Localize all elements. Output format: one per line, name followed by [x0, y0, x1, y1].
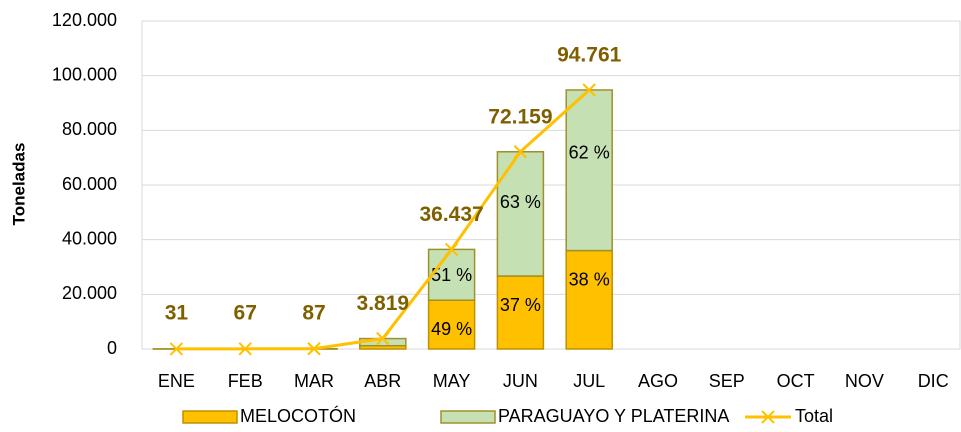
- line-marker: [444, 242, 459, 257]
- line-marker: [307, 342, 321, 356]
- x-tick-label: NOV: [845, 371, 884, 391]
- x-tick-label: DIC: [918, 371, 949, 391]
- y-tick-label: 80.000: [62, 119, 117, 139]
- line-marker: [376, 331, 390, 346]
- x-tick-label: SEP: [709, 371, 745, 391]
- bar-segment: [496, 151, 545, 277]
- y-tick-label: 0: [107, 338, 117, 358]
- line-marker: [169, 342, 184, 356]
- bar-segment: [565, 89, 613, 252]
- bar-segment: [427, 299, 476, 350]
- x-tick-label: JUN: [503, 371, 538, 391]
- share-label: 63 %: [500, 192, 541, 212]
- x-tick-label: OCT: [777, 371, 815, 391]
- y-tick-label: 120.000: [52, 10, 117, 30]
- total-label: 3.819: [357, 292, 410, 315]
- total-label: 31: [165, 302, 189, 325]
- x-tick-label: MAR: [294, 371, 334, 391]
- y-tick-label: 60.000: [62, 174, 117, 194]
- total-label: 72.159: [488, 105, 552, 128]
- line-marker: [513, 145, 528, 159]
- total-label: 87: [302, 302, 325, 325]
- x-tick-label: JUL: [573, 371, 605, 391]
- total-label: 94.761: [557, 44, 622, 67]
- line-marker: [238, 342, 252, 356]
- x-tick-label: ENE: [158, 371, 195, 391]
- legend-marker: [761, 410, 775, 424]
- x-tick-label: ABR: [364, 371, 401, 391]
- legend-label: Total: [795, 406, 833, 426]
- y-axis-title: Toneladas: [9, 143, 28, 226]
- y-tick-label: 40.000: [62, 228, 117, 248]
- y-tick-label: 20.000: [62, 283, 117, 303]
- bar-segment: [427, 248, 476, 301]
- y-tick-label: 100.000: [52, 64, 117, 84]
- share-label: 38 %: [569, 269, 610, 289]
- share-label: 62 %: [569, 142, 610, 162]
- legend-label: MELOCOTÓN: [240, 405, 356, 426]
- total-label: 36.437: [419, 203, 483, 226]
- legend-label: PARAGUAYO Y PLATERINA: [498, 406, 729, 426]
- share-label: 51 %: [431, 265, 472, 285]
- x-tick-label: AGO: [638, 371, 678, 391]
- total-label: 67: [234, 302, 257, 325]
- legend-swatch: [440, 410, 496, 424]
- share-label: 37 %: [500, 295, 541, 315]
- share-label: 49 %: [431, 319, 472, 339]
- bar-segment: [565, 249, 613, 350]
- legend-swatch: [182, 410, 238, 424]
- line-marker: [582, 83, 596, 97]
- x-tick-label: MAY: [433, 371, 471, 391]
- x-tick-label: FEB: [228, 371, 263, 391]
